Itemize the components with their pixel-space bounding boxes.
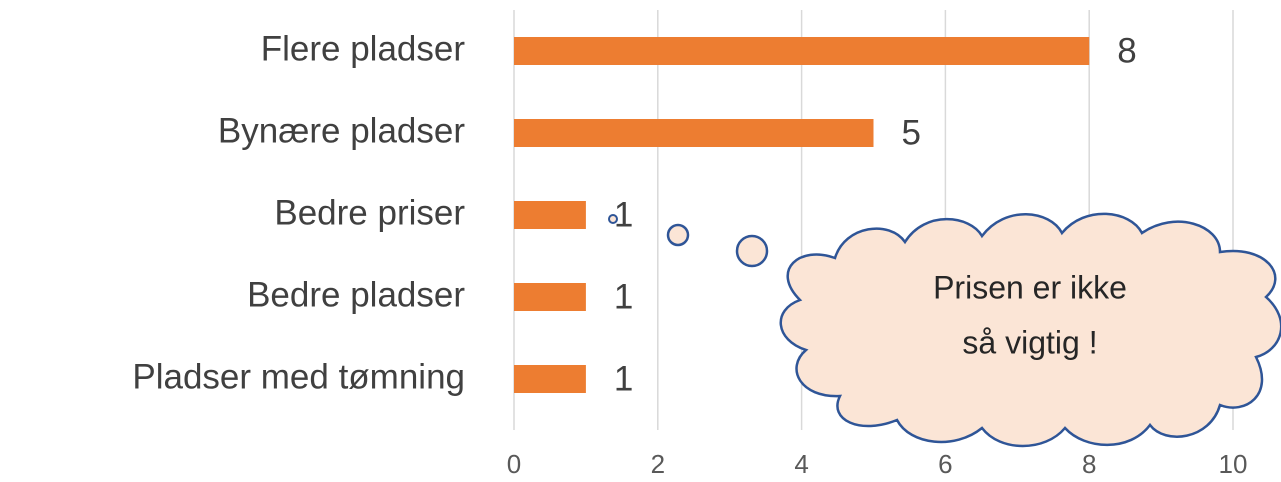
bar [514,365,586,393]
category-label: Pladser med tømning [132,357,465,396]
x-tick-label: 8 [1082,449,1096,479]
bar [514,283,586,311]
category-label: Bedre pladser [247,275,465,314]
thought-bubble [735,234,769,268]
annotation: så vigtig ! [962,324,1097,360]
thought-bubble [666,223,690,247]
x-tick-label: 6 [938,449,952,479]
value-label: 1 [614,195,633,234]
x-tick-label: 0 [507,449,521,479]
callout: Prisen er ikke så vigtig ! [608,212,1281,448]
value-label: 5 [902,113,921,152]
x-tick-label: 4 [794,449,808,479]
value-label: 8 [1117,31,1136,70]
value-label: 1 [614,277,633,316]
category-label: Bedre priser [274,193,465,232]
category-label: Flere pladser [261,29,466,68]
plot-area: 0 2 4 6 8 10 Flere pladser 8 Bynære pladser 5 Bedr… [132,10,1247,479]
x-tick-label: 10 [1219,449,1248,479]
bar [514,201,586,229]
bar [514,119,874,147]
x-tick-label: 2 [651,449,665,479]
annotation: Prisen er ikke [933,269,1127,305]
bar [514,37,1090,65]
thought-bubble [608,214,618,224]
category-label: Bynære pladser [218,111,465,150]
value-label: 1 [614,359,633,398]
cloud [779,212,1281,448]
